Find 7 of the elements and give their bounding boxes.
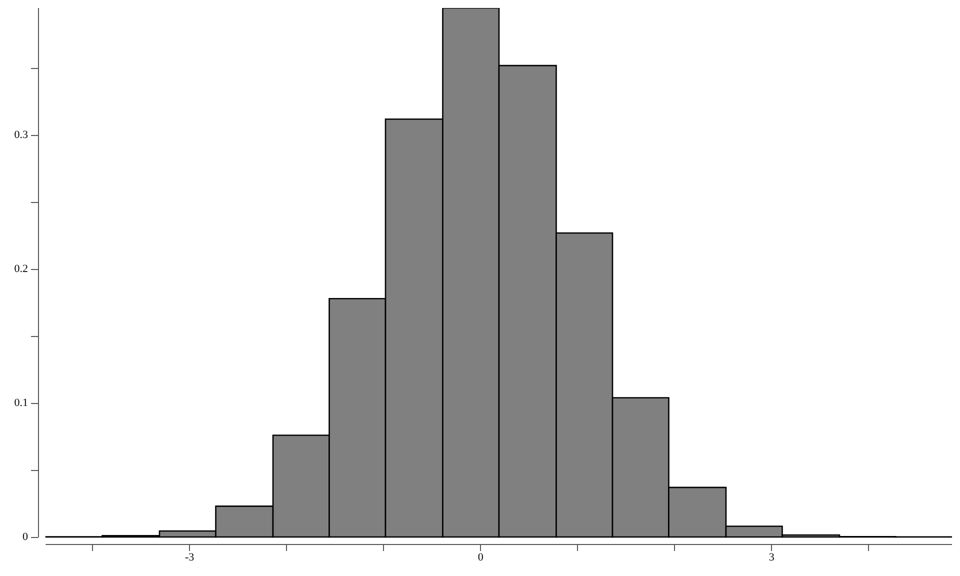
y-tick-label: 0 xyxy=(22,531,28,543)
x-tick-label: 0 xyxy=(478,552,484,564)
y-tick-label: 0.2 xyxy=(14,263,28,276)
y-tick-label: 0.3 xyxy=(14,129,28,142)
x-tick-label: -3 xyxy=(184,552,195,564)
x-tick-label: 3 xyxy=(768,552,775,564)
y-tick-label: 0.1 xyxy=(14,397,28,410)
